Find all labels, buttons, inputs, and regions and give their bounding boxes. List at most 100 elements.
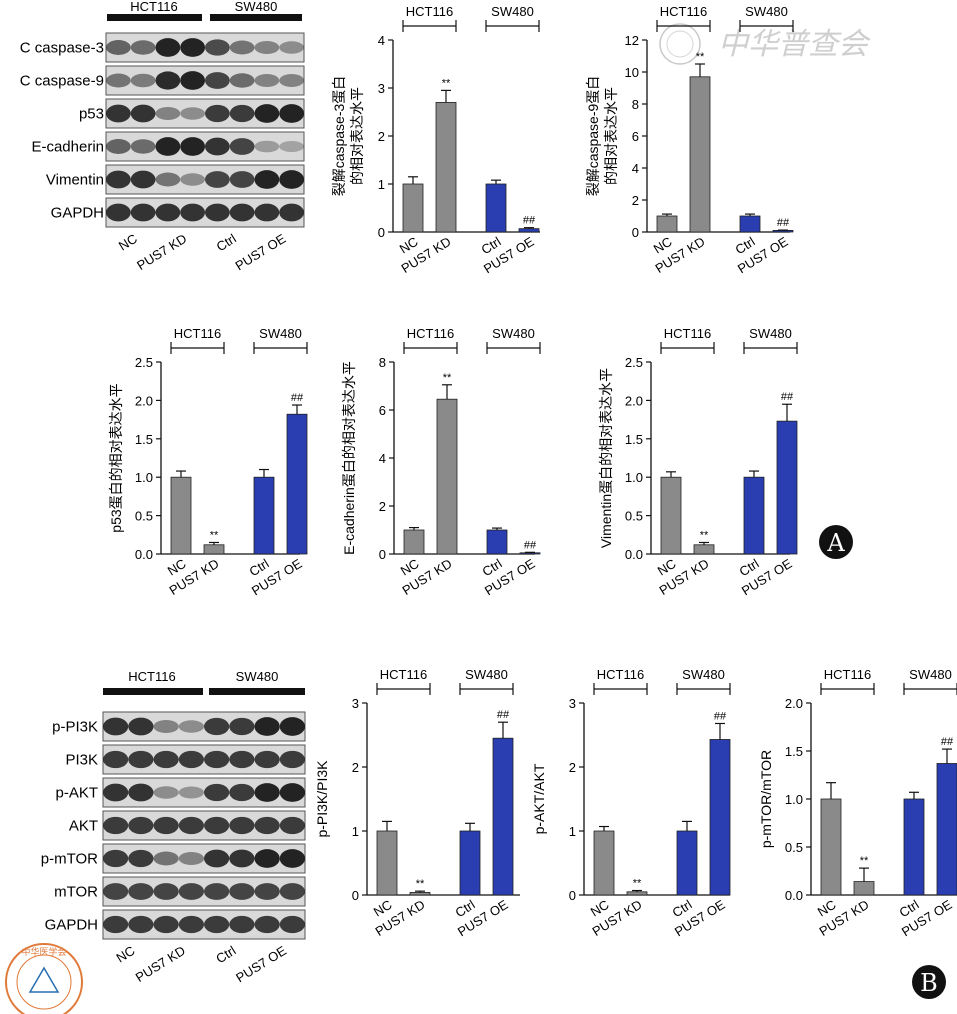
- blot-a-row-label: E-cadherin: [31, 139, 104, 156]
- bar: [676, 830, 698, 896]
- y-axis-title: E-cadherin蛋白的相对表达水平: [341, 361, 357, 555]
- blot-a-band: [279, 104, 304, 123]
- blot-b-row-label: GAPDH: [45, 917, 98, 934]
- significance-label: **: [416, 878, 425, 890]
- blot-b-band: [128, 717, 154, 736]
- significance-label: ##: [781, 391, 794, 403]
- blot-b-band: [128, 883, 154, 900]
- blot-b-band: [254, 915, 280, 934]
- blot-a-band: [229, 73, 255, 88]
- blot-b-band: [279, 849, 305, 868]
- group-label: SW480: [909, 667, 952, 682]
- panel-b-badge-letter: B: [920, 969, 938, 997]
- group-label: HCT116: [824, 667, 871, 682]
- blot-b-row-label: mTOR: [54, 884, 98, 901]
- blot-b-band: [229, 816, 255, 835]
- blot-a-band: [106, 40, 131, 55]
- blot-a-label-sw480: SW480: [235, 0, 278, 14]
- blot-b-band: [279, 883, 305, 900]
- significance-label: **: [210, 529, 219, 541]
- group-label: HCT116: [664, 326, 711, 341]
- y-tick-label: 0.0: [135, 547, 153, 562]
- blot-a-bar-hct116: [107, 14, 202, 21]
- blot-b-row-label: p-AKT: [55, 785, 98, 802]
- blot-b-band: [153, 883, 179, 900]
- y-tick-label: 3: [569, 696, 576, 711]
- blot-b-band: [153, 915, 179, 934]
- group-label: HCT116: [597, 667, 644, 682]
- y-axis-title-line: p-PI3K/PI3K: [314, 760, 330, 838]
- y-tick-label: 4: [379, 451, 386, 466]
- y-tick-label: 1.5: [625, 432, 643, 447]
- y-axis-title: p-PI3K/PI3K: [314, 760, 330, 838]
- group-label: HCT116: [406, 4, 453, 19]
- group-label: SW480: [491, 4, 534, 19]
- y-tick-label: 2: [632, 193, 639, 208]
- blot-b-label-sw480: SW480: [236, 669, 279, 684]
- y-tick-label: 8: [379, 355, 386, 370]
- blot-b-band: [254, 750, 280, 769]
- blot-a-label-hct116: HCT116: [130, 0, 177, 14]
- y-axis-title: 裂解caspase-3蛋白 的相对表达水平: [331, 76, 365, 197]
- y-tick-label: 1.0: [135, 470, 153, 485]
- blot-a-band: [130, 139, 156, 154]
- bar: [936, 763, 957, 896]
- y-tick-label: 3: [352, 696, 359, 711]
- y-tick-label: 2: [378, 129, 385, 144]
- blot-b-band: [178, 720, 204, 733]
- y-tick-label: 2.5: [135, 355, 153, 370]
- blot-b-band: [128, 750, 154, 769]
- blot-b-band: [128, 915, 154, 934]
- blot-a-band: [229, 40, 255, 55]
- y-tick-label: 3: [378, 81, 385, 96]
- group-label: HCT116: [174, 326, 221, 341]
- significance-label: **: [696, 51, 705, 63]
- y-tick-label: 2: [379, 499, 386, 514]
- society-seal-icon: [5, 943, 83, 1014]
- y-tick-label: 1: [378, 177, 385, 192]
- y-tick-label: 0: [569, 888, 576, 903]
- y-tick-label: 1: [352, 824, 359, 839]
- blot-b-band: [279, 750, 305, 769]
- blot-a-band: [229, 104, 255, 123]
- bar: [660, 476, 682, 555]
- bar: [739, 215, 761, 233]
- blot-a-lane-label: NC: [116, 231, 140, 254]
- significance-label: **: [443, 372, 452, 384]
- watermark-seal-icon: [659, 23, 701, 65]
- y-axis-title-line: Vimentin蛋白的相对表达水平: [598, 368, 614, 548]
- blot-a-band: [254, 140, 280, 153]
- y-tick-label: 0: [379, 547, 386, 562]
- significance-label: ##: [777, 217, 790, 229]
- group-label: SW480: [749, 326, 792, 341]
- bar: [776, 420, 798, 555]
- y-axis-title: p53蛋白的相对表达水平: [108, 383, 124, 532]
- bar: [656, 215, 678, 233]
- blot-a-band: [106, 170, 131, 189]
- significance-label: **: [442, 77, 451, 89]
- blot-a-band: [180, 203, 205, 222]
- blot-a-band: [229, 203, 255, 222]
- blot-b-row-label: PI3K: [65, 752, 98, 769]
- blot-b-band: [103, 750, 129, 769]
- bar: [689, 76, 711, 233]
- bar: [820, 798, 842, 896]
- y-axis-title-line: 的相对表达水平: [349, 87, 365, 185]
- blot-a-band: [155, 203, 181, 222]
- blot-b-band: [128, 783, 154, 802]
- group-label: SW480: [465, 667, 508, 682]
- blot-a-band: [106, 104, 131, 123]
- blot-a-row-label: C caspase-9: [20, 73, 104, 90]
- blot-a-band: [279, 170, 304, 189]
- blot-a-bar-sw480: [210, 14, 302, 21]
- blot-a-band: [229, 171, 255, 188]
- y-tick-label: 0.0: [785, 888, 803, 903]
- blot-a-row-label: Vimentin: [46, 172, 104, 189]
- blot-a-band: [106, 203, 131, 222]
- blot-b-band: [178, 852, 204, 865]
- bar: [743, 476, 765, 555]
- blot-a-row-label: C caspase-3: [20, 40, 104, 57]
- y-tick-label: 1: [569, 824, 576, 839]
- society-seal-text: 中华医学会: [21, 946, 66, 957]
